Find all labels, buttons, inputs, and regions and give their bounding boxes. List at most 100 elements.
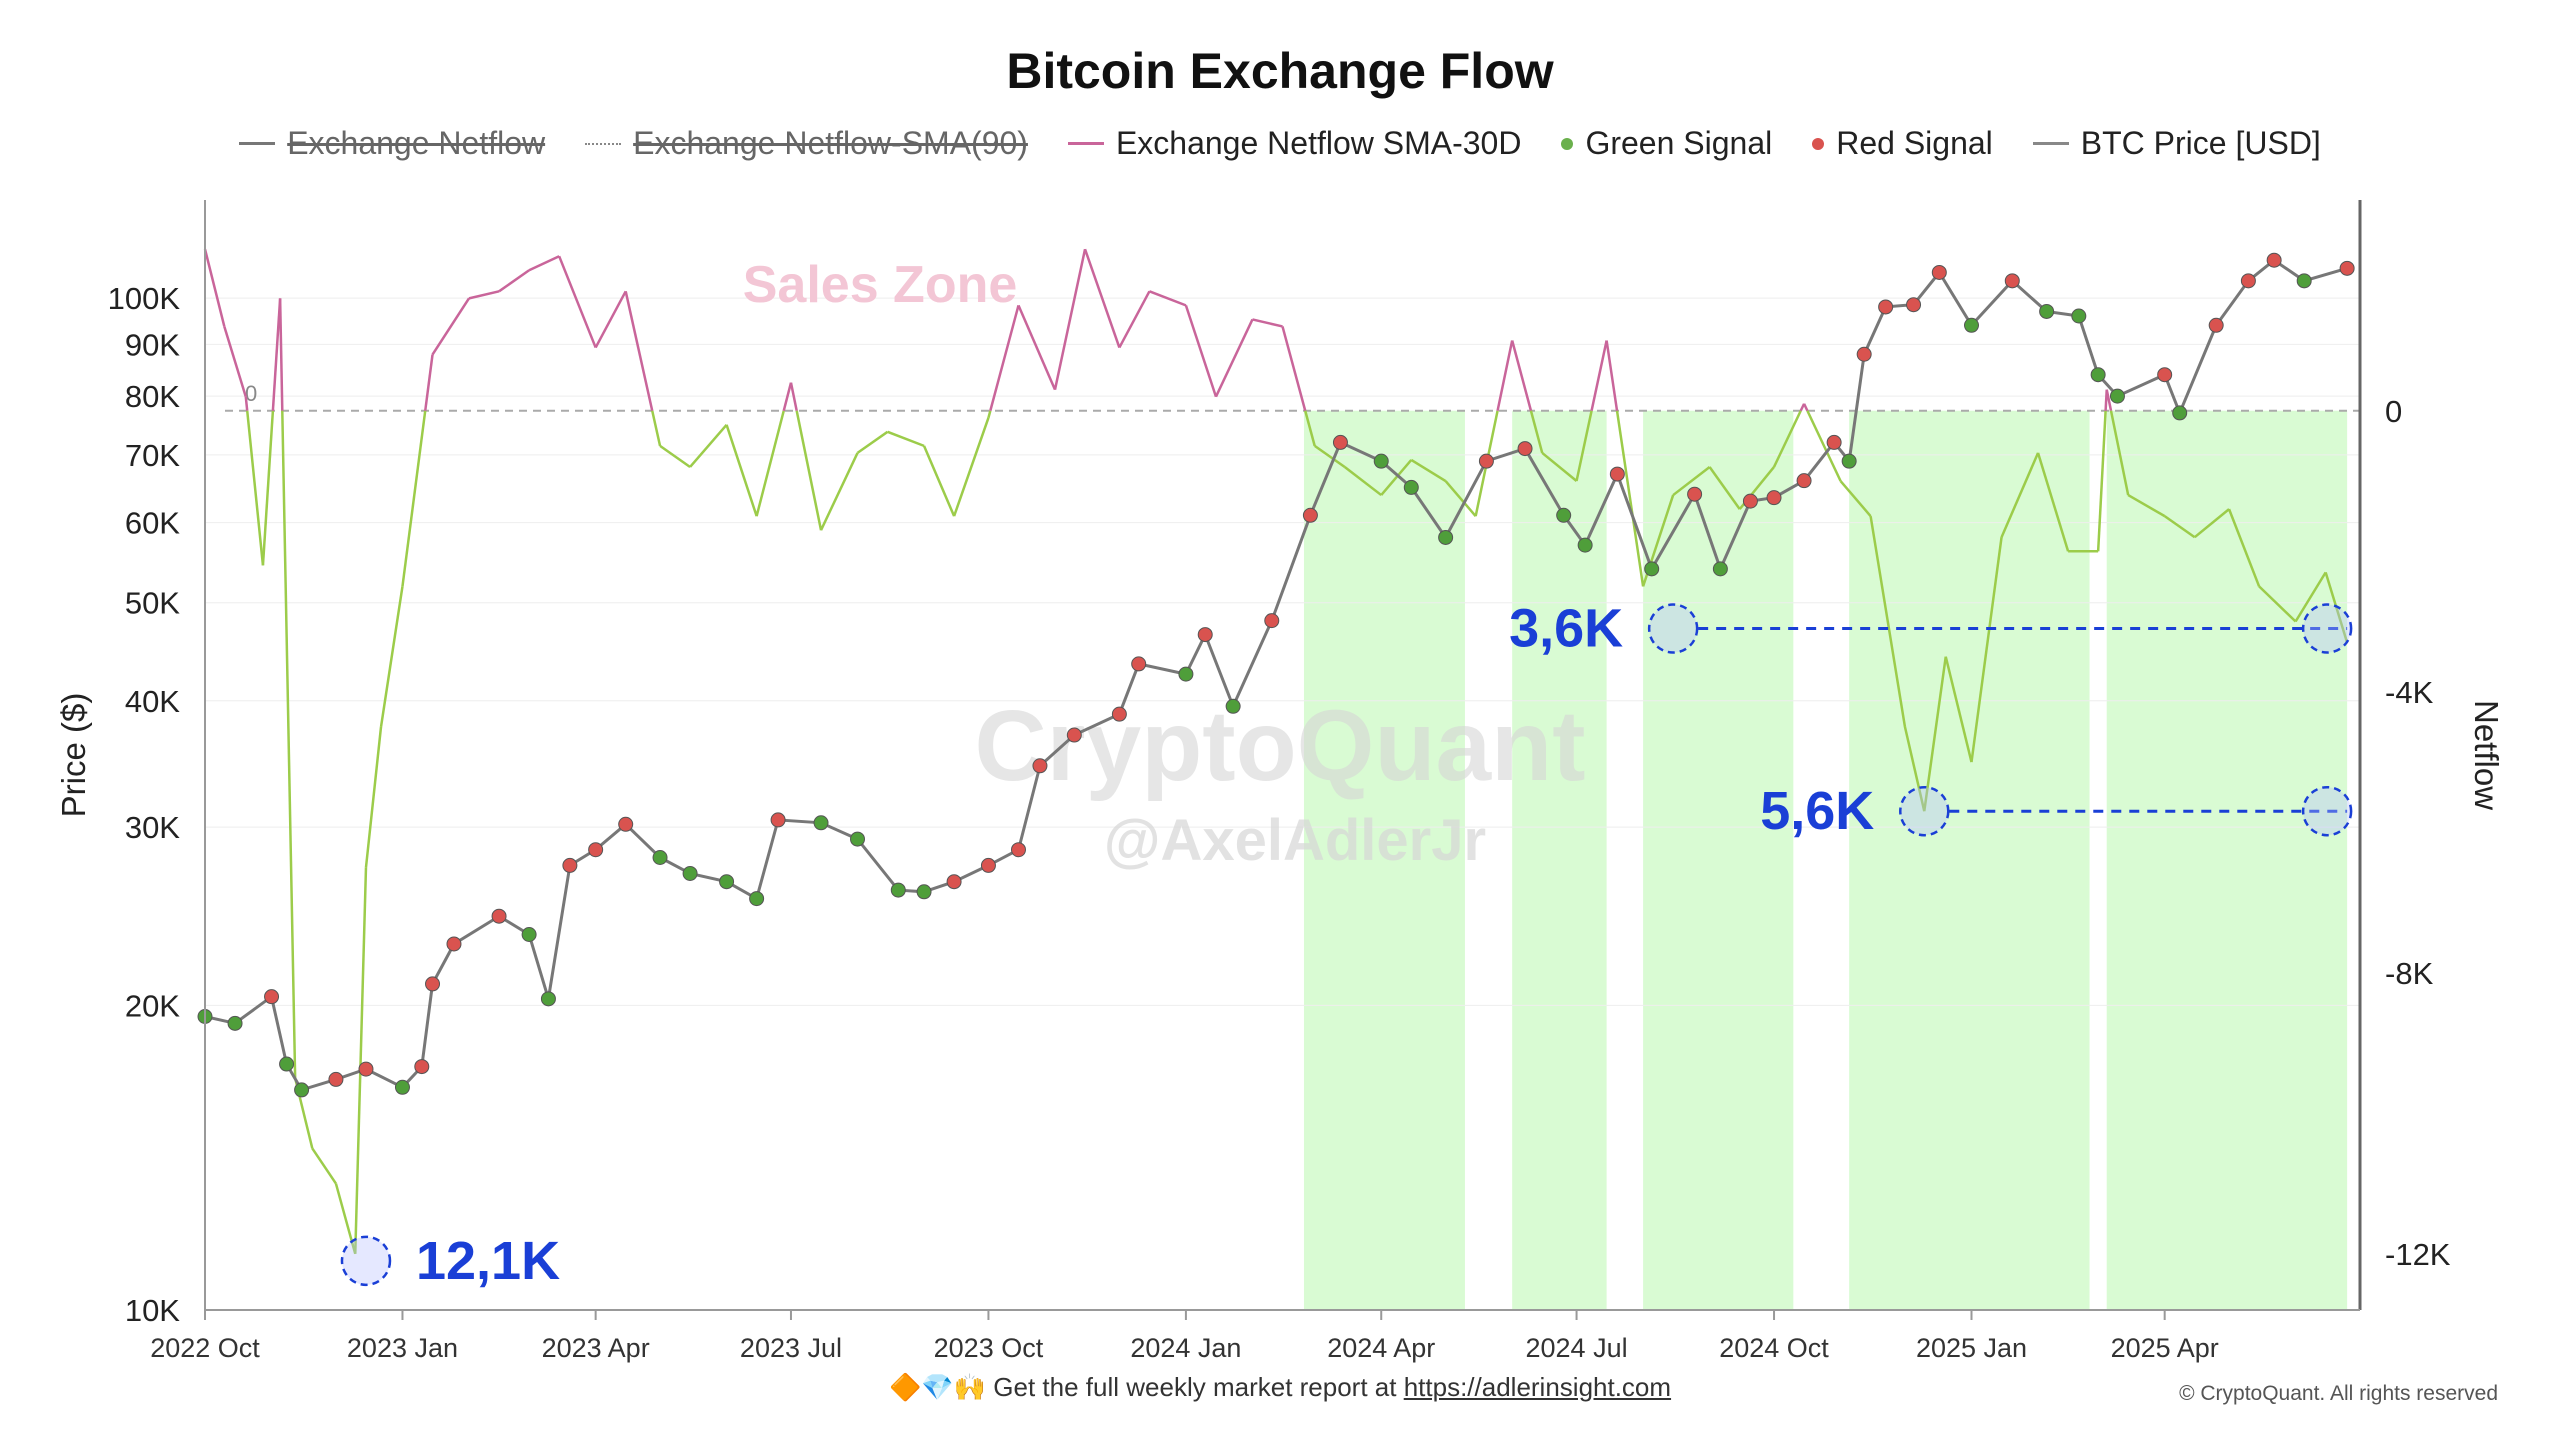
footer-link[interactable]: https://adlerinsight.com xyxy=(1403,1372,1672,1402)
legend-swatch xyxy=(239,142,276,145)
netflow-segment xyxy=(1672,465,1711,497)
red-signal-point xyxy=(1687,486,1703,502)
legend-item-green-signal[interactable]: Green Signal xyxy=(1561,125,1772,162)
green-signal-point xyxy=(719,874,735,890)
legend-item-exchange-netflow-sma-30d[interactable]: Exchange Netflow SMA-30D xyxy=(1067,125,1521,162)
netflow-segment xyxy=(1944,656,1973,763)
annotation-label: 12,1K xyxy=(416,1231,560,1291)
y2-tick-label: -4K xyxy=(2385,675,2434,710)
red-signal-point xyxy=(1478,453,1494,469)
netflow-segment xyxy=(1444,480,1477,517)
red-signal-point xyxy=(491,908,507,924)
red-signal-point xyxy=(980,857,996,873)
netflow-segment xyxy=(245,410,265,566)
red-signal-point xyxy=(1931,264,1947,280)
netflow-segment xyxy=(1304,410,1316,447)
annotation-marker xyxy=(2301,603,2353,654)
netflow-segment xyxy=(379,586,404,728)
green-signal-point xyxy=(1963,317,1979,333)
zero-line-label: 0 xyxy=(245,381,257,406)
green-signal-point xyxy=(890,882,906,898)
red-signal-point xyxy=(1878,299,1894,315)
netflow-segment xyxy=(2163,515,2196,539)
red-signal-point xyxy=(2157,367,2173,383)
y-tick-label: 60K xyxy=(125,506,180,541)
netflow-segment xyxy=(624,291,654,412)
netflow-segment xyxy=(1590,340,1608,412)
red-signal-point xyxy=(2004,273,2020,289)
x-tick-label: 2024 Oct xyxy=(1719,1333,1829,1363)
green-zone xyxy=(1512,410,1607,1310)
red-signal-point xyxy=(1742,493,1758,509)
red-signal-point xyxy=(1856,346,1872,362)
legend-item-btc-price-usd[interactable]: BTC Price [USD] xyxy=(2032,125,2321,162)
footer-promo: 🔶💎🙌 Get the full weekly market report at… xyxy=(0,1372,2560,1403)
red-signal-point xyxy=(446,936,462,952)
netflow-segment xyxy=(819,452,859,531)
netflow-segment xyxy=(2105,389,2113,412)
netflow-segment xyxy=(2258,585,2297,623)
red-signal-point xyxy=(1766,490,1782,506)
netflow-segment xyxy=(278,298,284,411)
green-signal-point xyxy=(916,884,932,900)
green-signal-point xyxy=(1403,479,1419,495)
legend-label: Red Signal xyxy=(1836,125,1993,161)
annotation-marker xyxy=(2301,785,2353,837)
legend-swatch xyxy=(585,142,622,145)
y-tick-label: 40K xyxy=(125,684,180,719)
netflow-segment xyxy=(2096,410,2107,552)
green-signal-point xyxy=(813,815,829,831)
netflow-segment xyxy=(2193,508,2230,539)
legend-label: Exchange Netflow-SMA(90) xyxy=(633,125,1028,161)
netflow-segment xyxy=(887,430,925,448)
netflow-segment xyxy=(1839,480,1872,517)
red-signal-point xyxy=(588,842,604,858)
legend-swatch xyxy=(1812,137,1825,150)
y2-tick-label: -12K xyxy=(2385,1237,2451,1272)
netflow-segment xyxy=(423,354,434,411)
netflow-segment xyxy=(1806,410,1842,482)
legend-item-exchange-netflow-sma-90[interactable]: Exchange Netflow-SMA(90) xyxy=(585,125,1028,162)
netflow-segment xyxy=(353,867,368,1254)
red-signal-point xyxy=(946,874,962,890)
netflow-segment xyxy=(782,382,793,412)
legend-item-red-signal[interactable]: Red Signal xyxy=(1812,125,1993,162)
green-signal-point xyxy=(1644,561,1660,577)
netflow-segment xyxy=(401,410,427,587)
green-signal-point xyxy=(2090,367,2106,383)
green-signal-point xyxy=(1841,453,1857,469)
green-signal-point xyxy=(1373,453,1389,469)
x-tick-label: 2022 Oct xyxy=(150,1333,260,1363)
red-signal-point xyxy=(1332,434,1348,450)
legend-label: BTC Price [USD] xyxy=(2080,125,2321,161)
green-signal-point xyxy=(2296,273,2312,289)
netflow-segment xyxy=(498,269,530,293)
netflow-segment xyxy=(1903,726,1926,812)
netflow-segment xyxy=(1148,290,1187,307)
x-tick-label: 2023 Oct xyxy=(934,1333,1044,1363)
netflow-segment xyxy=(2127,493,2166,518)
red-signal-point xyxy=(1032,758,1048,774)
legend-label: Green Signal xyxy=(1585,125,1773,161)
netflow-segment xyxy=(1615,410,1645,587)
red-signal-point xyxy=(1010,842,1026,858)
netflow-segment xyxy=(2036,452,2070,552)
red-signal-point xyxy=(2240,273,2256,289)
netflow-segment xyxy=(203,248,226,327)
y-tick-label: 50K xyxy=(125,586,180,621)
legend-item-exchange-netflow[interactable]: Exchange Netflow xyxy=(239,125,545,162)
netflow-segment xyxy=(1529,410,1544,454)
netflow-segment xyxy=(659,444,691,468)
green-signal-point xyxy=(682,865,698,881)
green-zone xyxy=(1849,410,2090,1310)
netflow-segment xyxy=(271,298,282,411)
y2-tick-label: -8K xyxy=(2385,956,2434,991)
green-signal-point xyxy=(394,1079,410,1095)
netflow-segment xyxy=(281,410,297,1079)
netflow-segment xyxy=(1541,451,1578,482)
green-signal-point xyxy=(540,991,556,1007)
netflow-segment xyxy=(1708,466,1741,510)
red-signal-point xyxy=(1302,507,1318,523)
x-tick-label: 2024 Apr xyxy=(1327,1333,1435,1363)
y-tick-label: 70K xyxy=(125,438,180,473)
